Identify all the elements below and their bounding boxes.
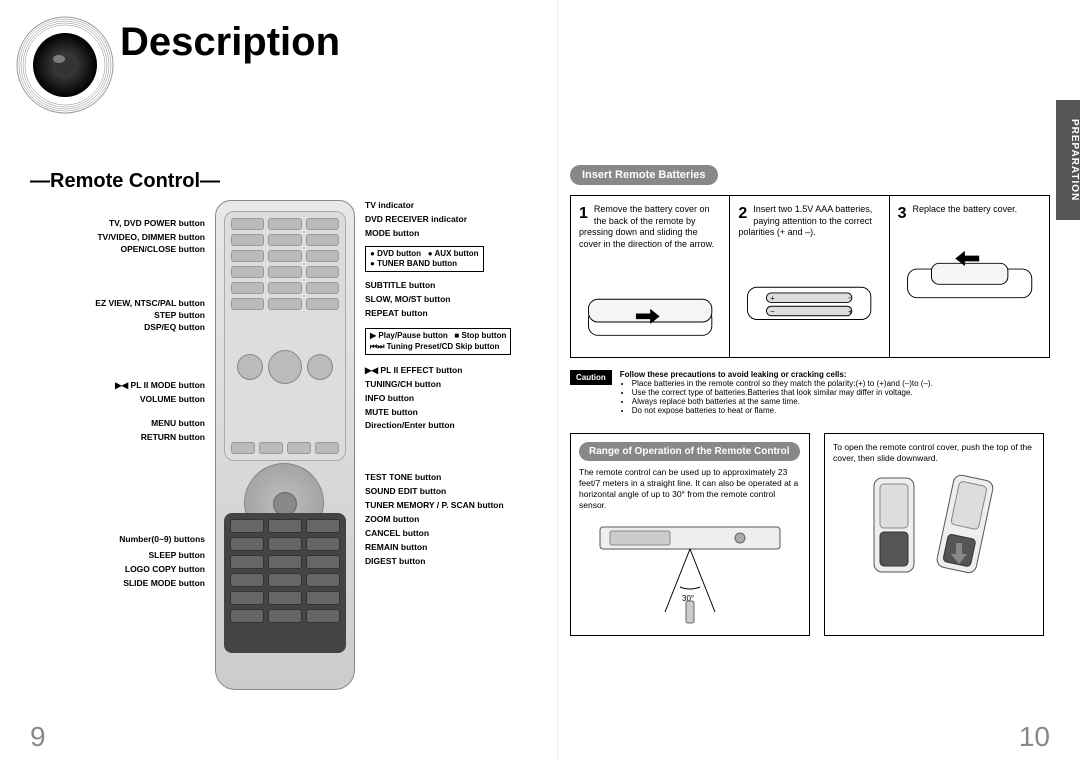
speaker-icon <box>15 15 115 115</box>
caution-bullet: Always replace both batteries at the sam… <box>632 397 933 406</box>
remote-upper-panel <box>224 211 346 461</box>
remote-diagram-area: TV, DVD POWER button TV/VIDEO, DIMMER but… <box>20 200 560 720</box>
remote-keypad <box>224 513 346 653</box>
range-box: Range of Operation of the Remote Control… <box>570 433 810 636</box>
label-right: MODE button <box>365 228 565 240</box>
label-right: SOUND EDIT button <box>365 486 565 498</box>
callout-text: TUNER BAND button <box>377 259 457 268</box>
label-left: DSP/EQ button <box>20 322 205 334</box>
step-3-illustration <box>898 225 1041 315</box>
label-right: TEST TONE button <box>365 472 565 484</box>
battery-steps-box: 1 Remove the battery cover on the back o… <box>570 195 1050 358</box>
caution-badge: Caution <box>570 370 612 385</box>
label-right: ZOOM button <box>365 514 565 526</box>
open-cover-text: To open the remote control cover, push t… <box>833 442 1035 464</box>
label-right: INFO button <box>365 393 565 405</box>
label-left: RETURN button <box>20 432 205 444</box>
label-right: SUBTITLE button <box>365 280 565 292</box>
callout-dvd-aux: ● DVD button ● AUX button ● TUNER BAND b… <box>365 246 484 273</box>
step-number: 1 <box>579 204 588 225</box>
section-heading-batteries: Insert Remote Batteries <box>570 165 718 185</box>
label-right: CANCEL button <box>365 528 565 540</box>
label-right: Direction/Enter button <box>365 420 565 432</box>
step-2: 2 Insert two 1.5V AAA batteries, paying … <box>730 196 889 357</box>
svg-text:+: + <box>848 307 853 316</box>
manual-page: Description —Remote Control— PREPARATION… <box>0 0 1080 763</box>
caution-text: Follow these precautions to avoid leakin… <box>620 370 933 415</box>
section-subtitle: —Remote Control— <box>30 170 220 193</box>
callout-text: Tuning Preset/CD Skip button <box>387 342 500 351</box>
label-right: SLOW, MO/ST button <box>365 294 565 306</box>
label-right: REPEAT button <box>365 308 565 320</box>
label-left: STEP button <box>20 310 205 322</box>
label-left: ▶◀ PL II MODE button <box>20 380 205 392</box>
label-left: MENU button <box>20 418 205 430</box>
label-left: SLEEP button <box>20 550 205 562</box>
step-number: 3 <box>898 204 907 225</box>
caution-bullet: Do not expose batteries to heat or flame… <box>632 406 933 415</box>
label-left: LOGO COPY button <box>20 564 205 576</box>
callout-text: DVD button <box>377 249 421 258</box>
step-text: Replace the battery cover. <box>913 204 1018 214</box>
step-2-illustration: + − − + <box>738 247 880 337</box>
label-left: SLIDE MODE button <box>20 578 205 590</box>
caution-bullet: Use the correct type of batteries.Batter… <box>632 388 933 397</box>
open-cover-illustration <box>833 470 1035 580</box>
label-right: REMAIN button <box>365 542 565 554</box>
right-page-content: Insert Remote Batteries 1 Remove the bat… <box>570 165 1060 636</box>
svg-text:−: − <box>848 294 853 303</box>
remote-illustration <box>215 200 355 690</box>
label-right: DIGEST button <box>365 556 565 568</box>
label-right: ▶◀ PL II EFFECT button <box>365 365 565 377</box>
labels-right-column: TV indicator DVD RECEIVER indicator MODE b… <box>365 200 565 570</box>
callout-text: AUX button <box>435 249 479 258</box>
step-1: 1 Remove the battery cover on the back o… <box>571 196 730 357</box>
step-number: 2 <box>738 204 747 225</box>
label-right: TUNER MEMORY / P. SCAN button <box>365 500 565 512</box>
range-heading: Range of Operation of the Remote Control <box>579 442 800 461</box>
caution-bullet: Place batteries in the remote control so… <box>632 379 933 388</box>
svg-text:−: − <box>771 307 776 316</box>
step-text: Remove the battery cover on the back of … <box>579 204 714 249</box>
page-number-right: 10 <box>1019 721 1050 753</box>
label-left: Number(0~9) buttons <box>20 534 205 546</box>
range-illustration: 30° <box>579 517 801 627</box>
callout-text: Play/Pause button <box>378 331 447 340</box>
label-left: VOLUME button <box>20 394 205 406</box>
label-left: TV, DVD POWER button <box>20 218 205 230</box>
callout-text: Stop button <box>462 331 507 340</box>
range-text: The remote control can be used up to app… <box>579 467 801 511</box>
page-number-left: 9 <box>30 721 46 753</box>
label-left: EZ VIEW, NTSC/PAL button <box>20 298 205 310</box>
label-right: DVD RECEIVER indicator <box>365 214 565 226</box>
caution-section: Caution Follow these precautions to avoi… <box>570 370 1060 415</box>
step-3: 3 Replace the battery cover. <box>890 196 1049 357</box>
page-title: Description <box>120 20 340 65</box>
svg-text:+: + <box>771 294 776 303</box>
step-text: Insert two 1.5V AAA batteries, paying at… <box>738 204 872 237</box>
label-right: TUNING/CH button <box>365 379 565 391</box>
callout-play-stop: ▶ Play/Pause button ■ Stop button ⏮⏭ Tun… <box>365 328 511 355</box>
label-left: TV/VIDEO, DIMMER button <box>20 232 205 244</box>
open-cover-box: To open the remote control cover, push t… <box>824 433 1044 636</box>
label-right: TV indicator <box>365 200 565 212</box>
label-left: OPEN/CLOSE button <box>20 244 205 256</box>
caution-heading: Follow these precautions to avoid leakin… <box>620 370 933 379</box>
label-right: MUTE button <box>365 407 565 419</box>
step-1-illustration <box>579 259 721 349</box>
